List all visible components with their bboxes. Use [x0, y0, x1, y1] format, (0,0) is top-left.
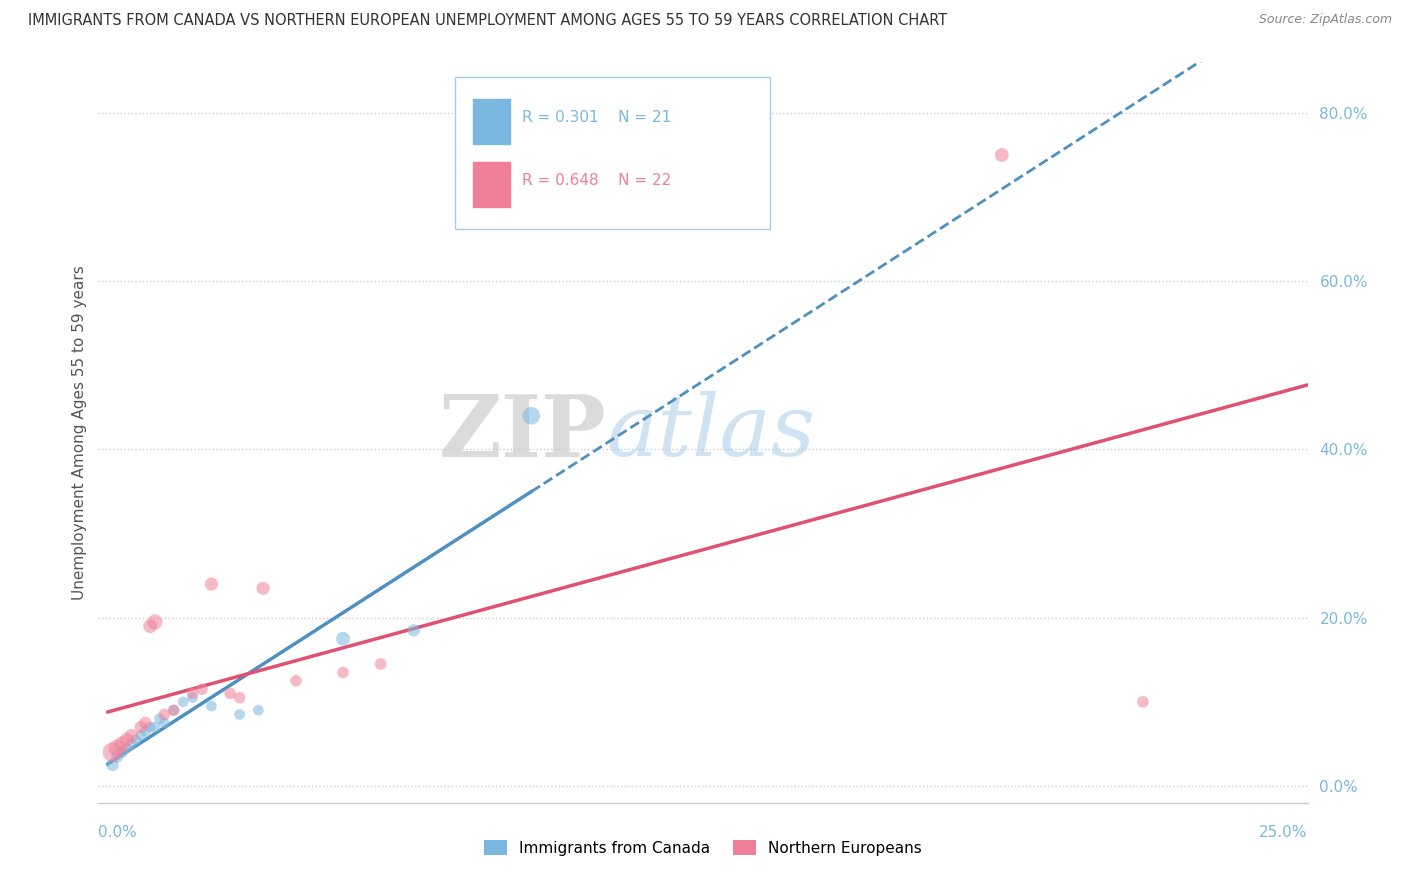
Point	[191, 682, 214, 697]
Point	[181, 690, 204, 705]
Point	[990, 148, 1012, 162]
Bar	[474, 162, 509, 207]
Point	[1132, 695, 1154, 709]
Point	[101, 745, 124, 759]
Point	[247, 703, 270, 717]
Text: R = 0.301    N = 21: R = 0.301 N = 21	[522, 111, 671, 126]
Text: 0.0%: 0.0%	[98, 825, 138, 840]
Text: ZIP: ZIP	[439, 391, 606, 475]
Point	[219, 686, 242, 700]
Text: IMMIGRANTS FROM CANADA VS NORTHERN EUROPEAN UNEMPLOYMENT AMONG AGES 55 TO 59 YEA: IMMIGRANTS FROM CANADA VS NORTHERN EUROP…	[28, 13, 948, 29]
Point	[105, 741, 128, 756]
Text: 25.0%: 25.0%	[1260, 825, 1308, 840]
Point	[101, 758, 124, 772]
FancyBboxPatch shape	[456, 78, 769, 229]
Point	[129, 729, 152, 743]
Point	[115, 732, 138, 747]
Point	[129, 720, 152, 734]
Point	[172, 695, 194, 709]
Point	[120, 729, 142, 743]
Point	[228, 707, 250, 722]
Point	[228, 690, 250, 705]
Bar	[474, 99, 509, 144]
Point	[520, 409, 543, 423]
Point	[163, 703, 186, 717]
Text: R = 0.648    N = 22: R = 0.648 N = 22	[522, 173, 671, 188]
Point	[402, 624, 425, 638]
Point	[120, 737, 142, 751]
Point	[285, 673, 308, 688]
Text: Source: ZipAtlas.com: Source: ZipAtlas.com	[1258, 13, 1392, 27]
Point	[149, 712, 172, 726]
Point	[181, 686, 204, 700]
Point	[134, 715, 156, 730]
Point	[252, 581, 274, 595]
Y-axis label: Unemployment Among Ages 55 to 59 years: Unemployment Among Ages 55 to 59 years	[72, 265, 87, 600]
Point	[200, 577, 222, 591]
Point	[200, 699, 222, 714]
Point	[332, 632, 354, 646]
Point	[139, 619, 162, 633]
Point	[163, 703, 186, 717]
Legend: Immigrants from Canada, Northern Europeans: Immigrants from Canada, Northern Europea…	[478, 834, 928, 862]
Point	[139, 720, 162, 734]
Point	[111, 745, 134, 759]
Point	[143, 720, 166, 734]
Point	[115, 741, 138, 756]
Point	[153, 707, 176, 722]
Point	[111, 737, 134, 751]
Text: atlas: atlas	[606, 392, 815, 474]
Point	[153, 715, 176, 730]
Point	[332, 665, 354, 680]
Point	[105, 749, 128, 764]
Point	[125, 732, 148, 747]
Point	[143, 615, 166, 629]
Point	[134, 724, 156, 739]
Point	[370, 657, 392, 671]
